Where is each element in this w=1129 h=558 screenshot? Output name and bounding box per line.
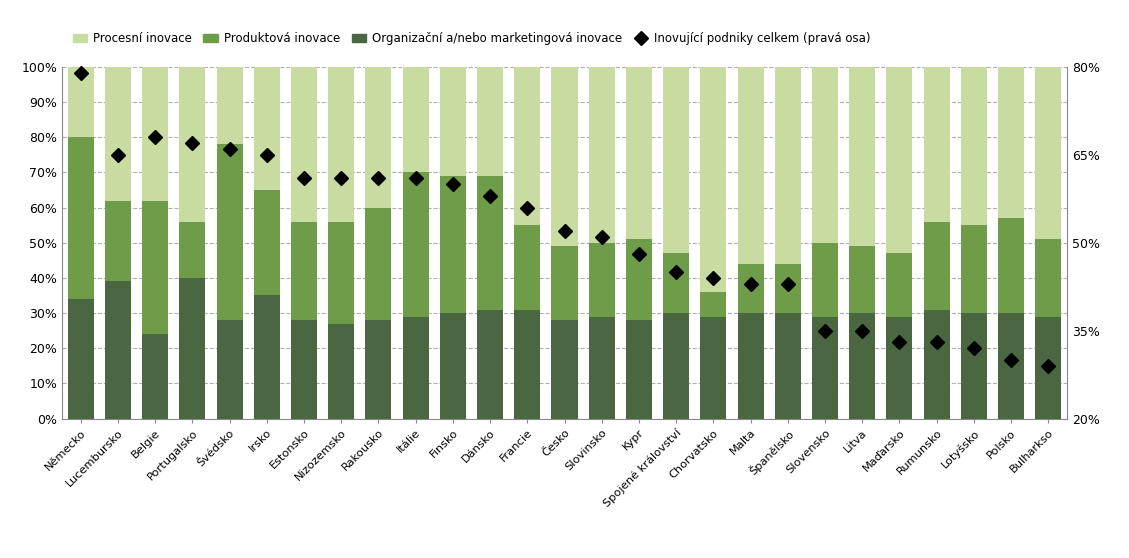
Bar	[142, 67, 168, 200]
Bar	[663, 67, 689, 253]
Bar	[403, 67, 429, 172]
Bar	[440, 176, 466, 313]
Bar	[700, 292, 726, 316]
Bar	[366, 67, 392, 208]
Bar	[478, 67, 504, 176]
Bar	[924, 310, 949, 418]
Bar	[440, 67, 466, 176]
Bar	[105, 67, 131, 200]
Bar	[700, 316, 726, 418]
Bar	[812, 67, 838, 243]
Bar	[737, 313, 763, 418]
Bar	[291, 67, 317, 222]
Bar	[551, 320, 578, 418]
Bar	[68, 137, 94, 299]
Bar	[812, 316, 838, 418]
Bar	[849, 67, 875, 246]
Bar	[812, 243, 838, 316]
Bar	[403, 172, 429, 316]
Bar	[625, 239, 651, 320]
Bar	[515, 310, 541, 418]
Bar	[180, 278, 205, 418]
Bar	[886, 316, 912, 418]
Bar	[588, 67, 614, 243]
Bar	[774, 313, 800, 418]
Bar	[217, 320, 243, 418]
Bar	[551, 246, 578, 320]
Bar	[924, 67, 949, 222]
Bar	[774, 264, 800, 313]
Bar	[68, 299, 94, 418]
Bar	[105, 281, 131, 418]
Bar	[478, 310, 504, 418]
Bar	[886, 67, 912, 253]
Bar	[625, 67, 651, 239]
Bar	[254, 296, 280, 418]
Bar	[998, 313, 1024, 418]
Bar	[515, 225, 541, 310]
Bar	[68, 67, 94, 137]
Bar	[366, 320, 392, 418]
Bar	[217, 67, 243, 145]
Bar	[440, 313, 466, 418]
Bar	[737, 264, 763, 313]
Bar	[478, 176, 504, 310]
Bar	[961, 313, 987, 418]
Bar	[180, 67, 205, 222]
Bar	[254, 190, 280, 296]
Bar	[774, 67, 800, 264]
Bar	[961, 67, 987, 225]
Bar	[105, 200, 131, 281]
Bar	[329, 67, 355, 222]
Bar	[180, 222, 205, 278]
Bar	[961, 225, 987, 313]
Bar	[142, 334, 168, 418]
Bar	[291, 222, 317, 320]
Bar	[849, 313, 875, 418]
Legend: Procesní inovace, Produktová inovace, Organizační a/nebo marketingová inovace, I: Procesní inovace, Produktová inovace, Or…	[68, 27, 875, 50]
Bar	[588, 243, 614, 316]
Bar	[663, 313, 689, 418]
Bar	[737, 67, 763, 264]
Bar	[886, 253, 912, 316]
Bar	[700, 67, 726, 292]
Bar	[1035, 316, 1061, 418]
Bar	[551, 67, 578, 246]
Bar	[329, 222, 355, 324]
Bar	[254, 67, 280, 190]
Bar	[1035, 239, 1061, 316]
Bar	[998, 218, 1024, 313]
Bar	[625, 320, 651, 418]
Bar	[588, 316, 614, 418]
Bar	[142, 200, 168, 334]
Bar	[1035, 67, 1061, 239]
Bar	[366, 208, 392, 320]
Bar	[291, 320, 317, 418]
Bar	[849, 246, 875, 313]
Bar	[329, 324, 355, 418]
Bar	[217, 145, 243, 320]
Bar	[515, 67, 541, 225]
Bar	[663, 253, 689, 313]
Bar	[998, 67, 1024, 218]
Bar	[403, 316, 429, 418]
Bar	[924, 222, 949, 310]
